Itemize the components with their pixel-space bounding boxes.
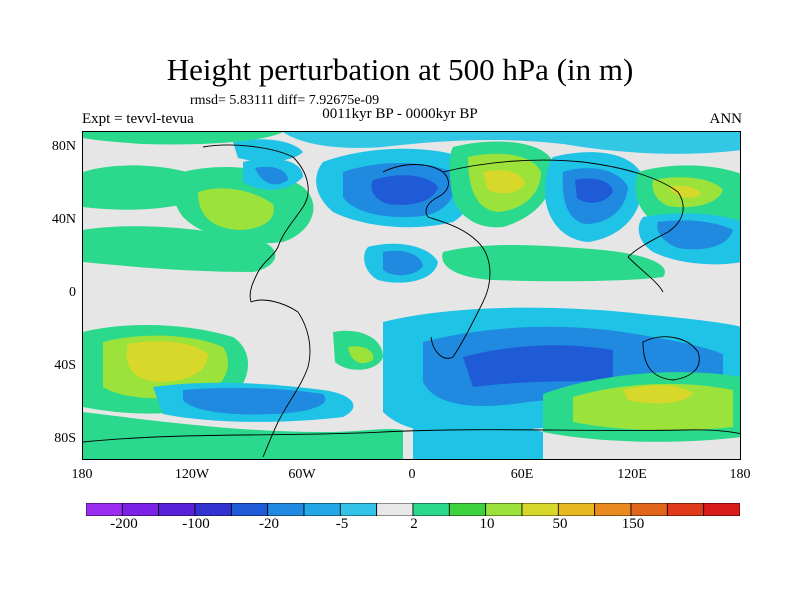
colorbar-swatch [194, 502, 232, 517]
colorbar-swatch [303, 502, 341, 517]
colorbar-label: 150 [621, 516, 645, 532]
rmsd-diff-stats: rmsd= 5.83111 diff= 7.92675e-09 [190, 93, 380, 108]
lat-label-80s: 80S [54, 431, 76, 446]
colorbar-swatch [85, 502, 123, 517]
colorbar-swatch [666, 502, 705, 517]
colorbar-swatches [85, 502, 741, 517]
colorbar-label: -200 [110, 516, 138, 532]
height-perturbation-map [83, 132, 740, 459]
season-label: ANN [709, 111, 743, 127]
colorbar-swatch [267, 502, 305, 517]
colorbar-swatch [521, 502, 559, 517]
colorbar-swatch [339, 502, 378, 517]
colorbar-swatch [703, 502, 741, 517]
colorbar-label: -100 [182, 516, 210, 532]
colorbar [85, 502, 741, 521]
colorbar-swatch [121, 502, 160, 517]
plot-title: Height perturbation at 500 hPa (in m) [166, 52, 634, 87]
colorbar-label: 2 [410, 516, 418, 532]
colorbar-label: 10 [479, 516, 495, 532]
experiment-label: Expt = tevvl-tevua [82, 111, 194, 127]
colorbar-swatch [230, 502, 269, 517]
map-panel [82, 131, 741, 460]
colorbar-label: 50 [552, 516, 568, 532]
colorbar-swatch [158, 502, 196, 517]
lon-label-180w: 180 [71, 467, 93, 482]
colorbar-swatch [485, 502, 523, 517]
lon-label-180e: 180 [729, 467, 751, 482]
lon-label-120w: 120W [174, 467, 210, 482]
lat-label-80n: 80N [51, 139, 76, 154]
lon-label-120e: 120E [617, 467, 647, 482]
colorbar-label: -20 [259, 516, 279, 532]
lat-label-eq: 0 [69, 285, 76, 300]
lon-label-60e: 60E [510, 467, 534, 482]
colorbar-swatch [630, 502, 668, 517]
lon-label-60w: 60W [288, 467, 316, 482]
colorbar-swatch [594, 502, 632, 517]
colorbar-swatch [412, 502, 450, 517]
lat-label-40n: 40N [51, 212, 76, 227]
colorbar-swatch [376, 502, 414, 517]
plot-subtitle: 0011kyr BP - 0000kyr BP [322, 106, 478, 122]
colorbar-swatch [448, 502, 487, 517]
colorbar-swatch [557, 502, 596, 517]
colorbar-label: -5 [335, 516, 349, 532]
lat-label-40s: 40S [54, 358, 76, 373]
lon-label-0: 0 [408, 467, 416, 482]
